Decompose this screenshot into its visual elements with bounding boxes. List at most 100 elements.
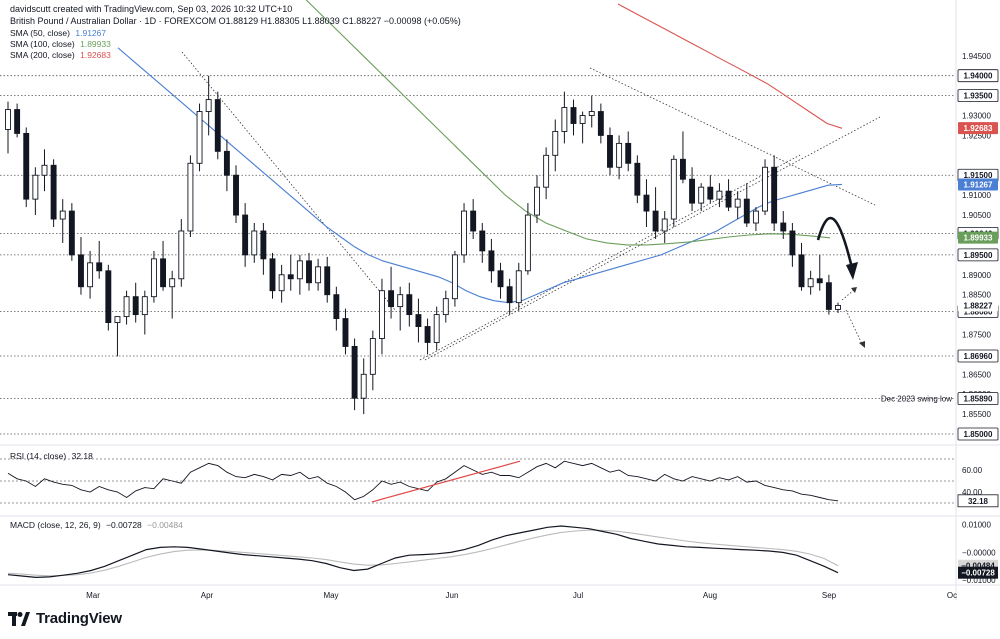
macd-value-tag-label: −0.00728: [961, 569, 995, 578]
candle-body: [634, 162, 641, 196]
time-axis: Mar Apr May Jun Jul Aug Sep Oc: [86, 591, 957, 600]
candle-body: [561, 107, 568, 132]
candle-body: [160, 258, 167, 288]
candle-body: [132, 296, 139, 316]
level-tag-label: 1.91500: [964, 171, 993, 180]
price-tick-label: 1.88500: [962, 291, 991, 300]
sma100-line: [305, 0, 831, 246]
candle-body: [397, 294, 404, 308]
candle-body: [652, 210, 659, 232]
candle-body: [287, 274, 294, 280]
rsi-trendline: [371, 460, 521, 503]
candle-body: [96, 262, 103, 272]
candle-body: [242, 214, 249, 256]
time-tick-label: Apr: [201, 591, 214, 600]
candle-body: [141, 296, 148, 316]
candles-layer: [5, 75, 841, 415]
rsi-legend[interactable]: RSI (14, close) 32.18: [10, 451, 93, 461]
price-tag-label: 1.88227: [964, 302, 993, 311]
macd-legend[interactable]: MACD (close, 12, 26, 9) −0.00728 −0.0048…: [10, 520, 183, 530]
levels-layer: Dec 2023 swing low: [0, 75, 955, 435]
candle-body: [451, 254, 458, 300]
candle-body: [233, 174, 239, 216]
candle-body: [588, 111, 595, 116]
time-tick-label: Oc: [947, 591, 957, 600]
candle-body: [105, 270, 112, 324]
candle-body: [515, 270, 522, 304]
level-tag: [957, 89, 999, 103]
price-tick-label: 1.89000: [962, 271, 991, 280]
forecast-arc: [816, 216, 854, 269]
trendline: [419, 154, 801, 361]
candle-body: [379, 290, 385, 339]
symbol-title[interactable]: British Pound / Australian Dollar · 1D ·…: [10, 16, 461, 26]
annotations-layer: [816, 216, 865, 348]
rsi-value-tag-label: 32.18: [968, 497, 989, 506]
tradingview-logo-text: TradingView: [36, 610, 122, 627]
candle-body: [607, 134, 613, 168]
macd-signal-line: [7, 529, 839, 577]
tradingview-logo[interactable]: TradingView: [8, 610, 122, 627]
price-tag: [958, 122, 998, 135]
legend-sma200[interactable]: SMA (200, close) 1.92683: [10, 50, 111, 60]
candle-body: [488, 250, 495, 272]
forecast-down-arrowhead: [859, 341, 865, 348]
level-tag-label: 1.85000: [964, 430, 993, 439]
candle-body: [807, 278, 814, 288]
rsi-tick-label: 40.00: [962, 488, 983, 497]
price-tick-label: 1.86500: [962, 370, 991, 379]
candle-body: [597, 111, 604, 136]
price-tick-label: 1.92500: [962, 131, 991, 140]
candle-body: [59, 210, 66, 220]
candle-body: [570, 107, 577, 124]
candle-body: [698, 186, 705, 204]
macd-tick-label: −0.01000: [962, 576, 996, 585]
candle-body: [470, 210, 477, 232]
candle-body: [251, 230, 258, 256]
candle-body: [433, 314, 440, 343]
candle-body: [716, 190, 723, 200]
ohlc-readout: O1.88129 H1.88305 L1.88039 C1.88227 −0.0…: [218, 16, 461, 26]
candle-body: [461, 210, 467, 256]
candle-body: [214, 99, 221, 152]
legend-sma50[interactable]: SMA (50, close) 1.91267: [10, 28, 106, 38]
tradingview-logo-icon: [8, 612, 30, 627]
candle-body: [14, 109, 21, 134]
candle-body: [415, 314, 422, 327]
candle-body: [114, 316, 121, 324]
price-tick-label: 1.85500: [962, 410, 991, 419]
candle-body: [205, 99, 212, 112]
trendline: [424, 116, 881, 361]
candle-body: [442, 298, 449, 316]
level-tag-label: 1.93500: [964, 92, 993, 101]
candle-body: [579, 115, 586, 124]
candle-body: [78, 254, 84, 288]
macd-tick-label: −0.00000: [962, 548, 996, 557]
level-tag-label: 1.85890: [964, 395, 993, 404]
macd-legend-label: MACD (close, 12, 26, 9): [10, 520, 101, 530]
level-tag: [957, 427, 999, 441]
macd-tick-label: 0.01000: [962, 521, 991, 530]
candle-body: [5, 109, 11, 130]
candle-body: [816, 278, 823, 284]
trendline: [181, 51, 396, 311]
macd-legend-value2: −0.00484: [147, 520, 183, 530]
candle-body: [734, 198, 741, 208]
legend-sma100[interactable]: SMA (100, close) 1.89933: [10, 39, 111, 49]
candle-body: [743, 198, 750, 224]
level-tag-label: 1.88080: [964, 307, 993, 316]
time-tick-label: Jul: [573, 591, 583, 600]
macd-line: [7, 525, 839, 579]
sma200-line: [617, 3, 843, 129]
candle-body: [333, 294, 340, 320]
trendline: [589, 67, 876, 206]
candle-body: [497, 270, 504, 288]
forecast-up-path: [841, 289, 855, 301]
candle-body: [223, 150, 230, 176]
candle-body: [351, 345, 358, 399]
candle-body: [196, 111, 203, 164]
time-tick-label: Sep: [822, 591, 837, 600]
candle-body: [670, 158, 677, 220]
candle-body: [762, 166, 768, 212]
